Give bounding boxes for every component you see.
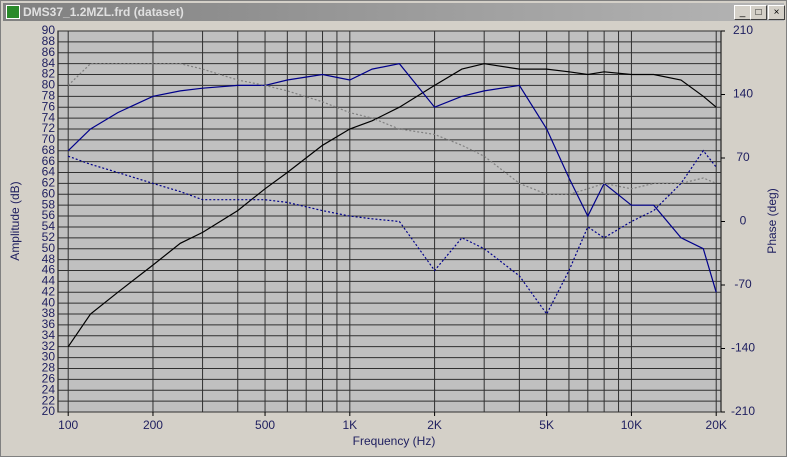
y2-tick-label: 210 — [733, 23, 753, 37]
x-axis-label: Frequency (Hz) — [353, 434, 436, 448]
y-tick-label: 70 — [42, 132, 56, 146]
close-button[interactable]: × — [768, 5, 785, 20]
y-tick-label: 42 — [42, 284, 56, 298]
y-tick-label: 58 — [42, 197, 56, 211]
y-tick-label: 30 — [42, 350, 56, 364]
y-tick-label: 88 — [42, 34, 56, 48]
y-tick-label: 62 — [42, 176, 56, 190]
y-tick-label: 60 — [42, 186, 56, 200]
x-tick-label: 1K — [342, 418, 357, 432]
x-tick-label: 5K — [539, 418, 554, 432]
y-tick-label: 38 — [42, 306, 56, 320]
y-tick-label: 44 — [42, 274, 56, 288]
y-tick-label: 86 — [42, 45, 56, 59]
y-tick-label: 90 — [42, 23, 56, 37]
x-tick-label: 10K — [621, 418, 642, 432]
x-tick-label: 2K — [427, 418, 442, 432]
y-tick-label: 82 — [42, 67, 56, 81]
y-tick-label: 66 — [42, 154, 56, 168]
y-tick-label: 26 — [42, 372, 56, 386]
app-icon — [6, 5, 20, 19]
y-tick-label: 84 — [42, 56, 56, 70]
y-tick-label: 74 — [42, 110, 56, 124]
y-tick-label: 36 — [42, 317, 56, 331]
y2-axis-label: Phase (deg) — [765, 188, 779, 253]
y-tick-label: 54 — [42, 219, 56, 233]
x-tick-label: 100 — [58, 418, 78, 432]
y-tick-label: 78 — [42, 88, 56, 102]
y-axis-label: Amplitude (dB) — [8, 181, 22, 260]
y-tick-label: 22 — [42, 393, 56, 407]
series-line — [67, 63, 717, 195]
y-tick-label: 68 — [42, 143, 56, 157]
y-tick-label: 20 — [42, 404, 56, 418]
y-tick-label: 46 — [42, 263, 56, 277]
x-tick-label: 500 — [255, 418, 275, 432]
series-line — [67, 63, 717, 293]
y-tick-label: 48 — [42, 252, 56, 266]
y-tick-label: 56 — [42, 208, 56, 222]
y2-tick-label: 140 — [733, 87, 753, 101]
y2-tick-label: -140 — [731, 341, 755, 355]
y2-tick-label: -210 — [731, 404, 755, 418]
maximize-button[interactable]: □ — [750, 5, 767, 20]
y-tick-label: 52 — [42, 230, 56, 244]
y2-tick-label: 70 — [736, 150, 750, 164]
x-tick-label: 20K — [706, 418, 727, 432]
y-tick-label: 32 — [42, 339, 56, 353]
y-tick-label: 50 — [42, 241, 56, 255]
series-line — [67, 63, 717, 348]
plot-area — [57, 30, 722, 413]
y-tick-label: 76 — [42, 99, 56, 113]
y2-tick-label: -70 — [734, 277, 752, 291]
title-bar: DMS37_1.2MZL.frd (dataset) _ □ × — [3, 3, 785, 21]
y-tick-label: 72 — [42, 121, 56, 135]
series-line — [67, 149, 717, 316]
y-tick-label: 34 — [42, 328, 56, 342]
y-tick-label: 40 — [42, 295, 56, 309]
y2-tick-label: 0 — [740, 214, 747, 228]
y-tick-label: 80 — [42, 78, 56, 92]
y-tick-label: 28 — [42, 361, 56, 375]
x-tick-label: 200 — [143, 418, 163, 432]
y-tick-label: 24 — [42, 382, 56, 396]
window-title: DMS37_1.2MZL.frd (dataset) — [23, 5, 184, 19]
y-tick-label: 64 — [42, 165, 56, 179]
